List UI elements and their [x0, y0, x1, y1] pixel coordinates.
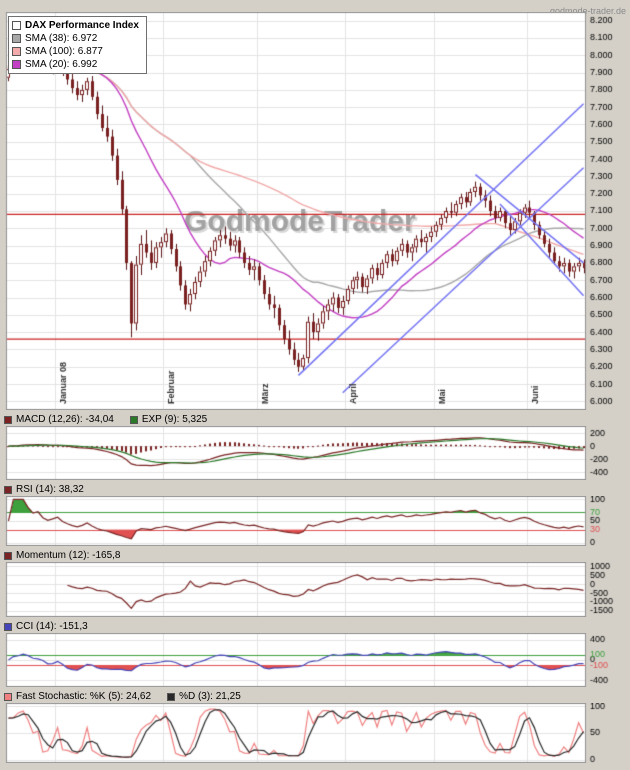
main-chart-legend: DAX Performance Index SMA (38): 6.972 SMA … — [8, 16, 147, 74]
legend-item: Momentum (12): -165,8 — [4, 550, 121, 561]
legend-item-label: Fast Stochastic: %K (5): 24,62 — [16, 691, 152, 702]
legend-item-label: CCI (14): -151,3 — [16, 621, 88, 632]
rsi-chart-canvas — [0, 496, 630, 546]
main-chart-panel: DAX Performance Index SMA (38): 6.972 SMA … — [0, 12, 630, 410]
legend-color-swatch-icon — [12, 60, 21, 69]
site-label: godmode-trader.de — [549, 6, 626, 16]
momentum-chart-canvas — [0, 562, 630, 617]
legend-item-label: SMA (100): 6.877 — [25, 46, 103, 57]
legend-color-swatch-icon — [4, 622, 12, 631]
legend-item: SMA (100): 6.877 — [12, 45, 139, 58]
legend-color-swatch-icon — [167, 692, 176, 701]
main-chart-canvas — [0, 12, 630, 410]
legend-item: EXP (9): 5,325 — [129, 414, 208, 425]
legend-item: SMA (20): 6.992 — [12, 58, 139, 71]
panel-rsi: RSI (14): 38,32 — [0, 483, 630, 546]
legend-item: Fast Stochastic: %K (5): 24,62 — [4, 691, 151, 702]
legend-item: MACD (12,26): -34,04 — [4, 414, 114, 425]
macd-chart-canvas — [0, 426, 630, 480]
legend-color-swatch-icon — [4, 485, 12, 494]
legend-color-swatch-icon — [4, 551, 12, 560]
legend-item: RSI (14): 38,32 — [4, 484, 84, 495]
panel-cci: CCI (14): -151,3 — [0, 620, 630, 687]
rsi-legend: RSI (14): 38,32 — [0, 483, 630, 496]
legend-item: DAX Performance Index — [12, 19, 139, 32]
legend-color-swatch-icon — [4, 692, 12, 701]
topbar: godmode-trader.de — [0, 0, 630, 16]
panel-macd: MACD (12,26): -34,04 EXP (9): 5,325 — [0, 413, 630, 480]
legend-item: SMA (38): 6.972 — [12, 32, 139, 45]
cci-legend: CCI (14): -151,3 — [0, 620, 630, 633]
legend-item-label: %D (3): 21,25 — [179, 691, 241, 702]
panel-momentum: Momentum (12): -165,8 — [0, 549, 630, 617]
stochastic-chart-canvas — [0, 703, 630, 763]
legend-item: %D (3): 21,25 — [167, 691, 241, 702]
legend-item-label: EXP (9): 5,325 — [141, 414, 208, 425]
legend-item: CCI (14): -151,3 — [4, 621, 88, 632]
panel-stochastic: Fast Stochastic: %K (5): 24,62 %D (3): 21… — [0, 690, 630, 763]
cci-chart-canvas — [0, 633, 630, 687]
legend-color-swatch-icon — [12, 34, 21, 43]
legend-color-swatch-icon — [4, 415, 12, 424]
legend-color-swatch-icon — [12, 47, 21, 56]
momentum-legend: Momentum (12): -165,8 — [0, 549, 630, 562]
macd-legend: MACD (12,26): -34,04 EXP (9): 5,325 — [0, 413, 630, 426]
legend-color-swatch-icon — [129, 415, 138, 424]
legend-item-label: SMA (20): 6.992 — [25, 59, 98, 70]
legend-item-label: Momentum (12): -165,8 — [16, 550, 121, 561]
legend-item-label: SMA (38): 6.972 — [25, 33, 98, 44]
legend-color-swatch-icon — [12, 21, 21, 30]
stochastic-legend: Fast Stochastic: %K (5): 24,62 %D (3): 21… — [0, 690, 630, 703]
legend-item-label: RSI (14): 38,32 — [16, 484, 84, 495]
legend-item-label: MACD (12,26): -34,04 — [16, 414, 114, 425]
legend-item-label: DAX Performance Index — [25, 20, 139, 31]
